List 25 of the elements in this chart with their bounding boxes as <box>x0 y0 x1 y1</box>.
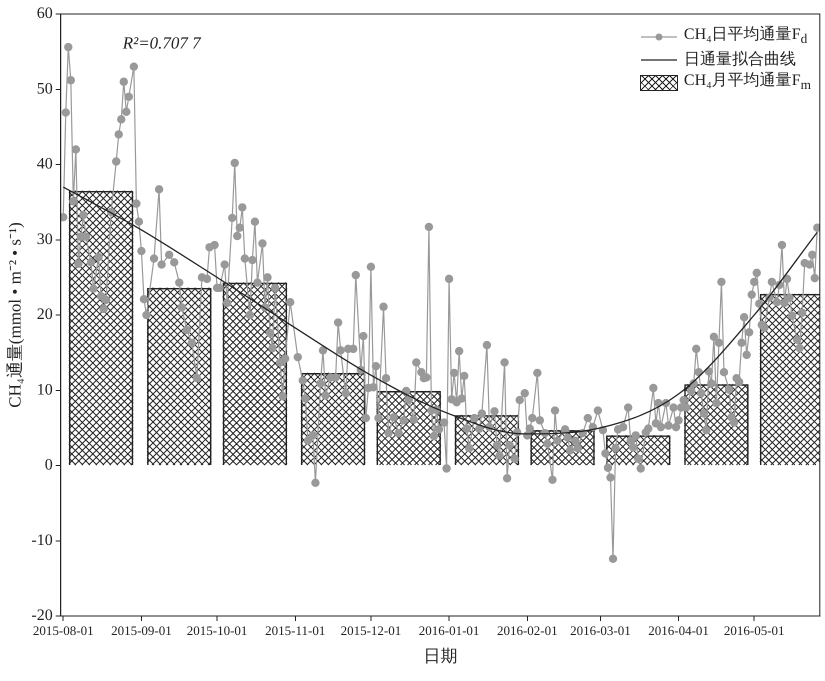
x-tick-label: 2016-03-01 <box>570 623 631 638</box>
y-tick-label: 60 <box>36 5 53 22</box>
x-tick-label: 2016-01-01 <box>418 623 480 638</box>
y-tick-label: 30 <box>36 230 53 248</box>
y-tick-label: 50 <box>36 80 53 98</box>
y-tick-label: 40 <box>36 156 53 173</box>
y-axis-title: CH₄通量(mmol • m⁻² • s⁻¹) <box>6 222 25 408</box>
y-tick-label: -10 <box>31 532 53 549</box>
x-tick-label: 2015-12-01 <box>340 623 402 638</box>
x-tick-label: 2015-10-01 <box>186 623 248 638</box>
y-tick-label: 10 <box>36 381 53 398</box>
x-tick-label: 2016-05-01 <box>724 623 785 638</box>
x-tick-label: 2015-11-01 <box>265 623 326 638</box>
legend-label: CH₄月平均通量F$_{m}$ <box>684 70 811 94</box>
legend-label: CH₄日平均通量F$_{d}$ <box>684 24 808 48</box>
x-tick-label: 2015-09-01 <box>111 623 172 638</box>
y-tick-label: 0 <box>44 456 53 474</box>
annotation: R²=0.707 7 <box>122 33 202 52</box>
legend-label: 日通量拟合曲线 <box>684 50 796 70</box>
y-tick-label: -20 <box>31 607 53 624</box>
x-tick-label: 2016-04-01 <box>648 623 709 638</box>
x-tick-label: 2016-02-01 <box>496 623 558 638</box>
x-axis-title: 日期 <box>423 646 458 666</box>
y-tick-label: 20 <box>36 306 53 324</box>
x-tick-label: 2015-08-01 <box>32 623 94 638</box>
